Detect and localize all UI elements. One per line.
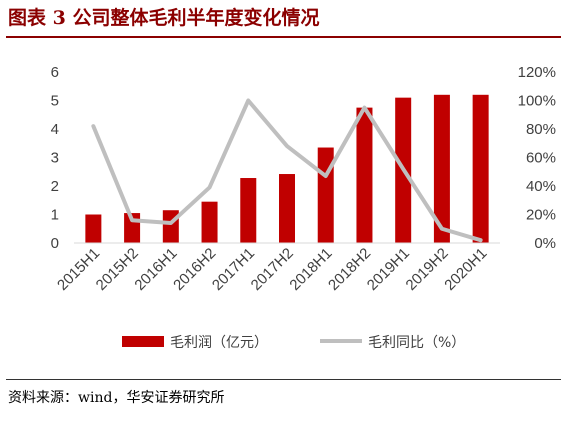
y-tick-right-120%: 120% [518,64,556,81]
x-tick-2015H1: 2015H1 [54,245,103,294]
bar-2018H2 [356,107,373,243]
x-tick-2016H2: 2016H2 [170,245,219,294]
x-tick-2016H1: 2016H1 [131,245,180,294]
bar-2016H2 [201,201,218,243]
x-tick-2015H2: 2015H2 [93,245,142,294]
bar-2017H2 [279,174,295,243]
x-tick-2017H2: 2017H2 [248,245,297,294]
figure-title: 图表 3 公司整体毛利半年度变化情况 [8,7,320,29]
y-tick-left-3: 3 [51,150,59,167]
y-tick-right-80%: 80% [526,121,556,138]
y-tick-left-1: 1 [51,207,59,224]
y-tick-right-60%: 60% [526,150,556,167]
source-note: 资料来源：wind，华安证券研究所 [8,390,225,406]
x-tick-2018H1: 2018H1 [286,245,335,294]
x-tick-2020H1: 2020H1 [441,245,490,294]
bar-2015H1 [85,214,102,243]
x-tick-2019H2: 2019H2 [403,245,452,294]
x-tick-2019H1: 2019H1 [364,245,413,294]
bar-2018H1 [317,147,334,243]
bar-2016H1 [162,210,179,243]
y-tick-right-0%: 0% [534,235,556,252]
bar-2019H2 [433,94,450,243]
y-tick-left-5: 5 [51,93,59,110]
legend-line-label: 毛利同比（%） [368,335,465,351]
y-tick-left-2: 2 [51,178,59,195]
y-tick-right-100%: 100% [518,93,556,110]
bar-2017H1 [240,178,257,243]
source-divider [6,379,561,380]
legend-bar-swatch [122,336,164,347]
legend-bar-label: 毛利润（亿元） [170,335,268,351]
title-divider [6,36,561,38]
y-tick-right-40%: 40% [526,178,556,195]
x-tick-2018H2: 2018H2 [325,245,374,294]
y-tick-left-0: 0 [51,235,59,252]
y-tick-right-20%: 20% [526,207,556,224]
bar-2020H1 [472,94,489,243]
y-tick-left-4: 4 [51,121,59,138]
y-tick-left-6: 6 [51,64,59,81]
x-tick-2017H1: 2017H1 [209,245,258,294]
